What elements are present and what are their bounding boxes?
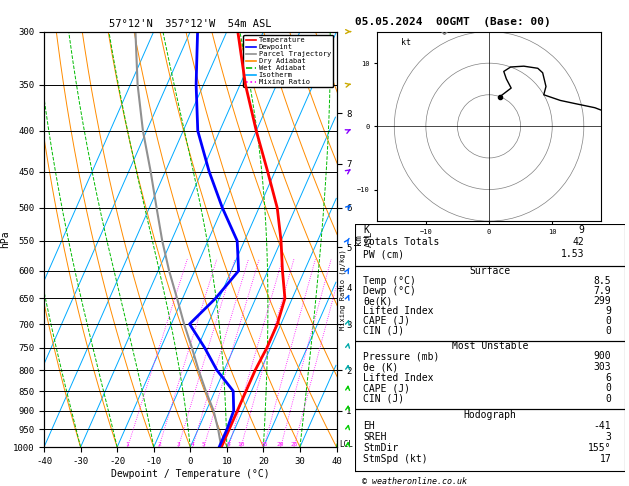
- Text: 5: 5: [202, 442, 206, 447]
- Text: StmDir: StmDir: [364, 443, 399, 453]
- Text: 8: 8: [227, 442, 231, 447]
- Text: CIN (J): CIN (J): [364, 394, 404, 404]
- Text: 2: 2: [157, 442, 161, 447]
- X-axis label: Dewpoint / Temperature (°C): Dewpoint / Temperature (°C): [111, 469, 270, 479]
- Text: StmSpd (kt): StmSpd (kt): [364, 454, 428, 465]
- Text: Lifted Index: Lifted Index: [364, 373, 434, 382]
- Text: 17: 17: [599, 454, 611, 465]
- Text: SREH: SREH: [364, 432, 387, 442]
- Title: 57°12'N  357°12'W  54m ASL: 57°12'N 357°12'W 54m ASL: [109, 19, 272, 30]
- Text: © weatheronline.co.uk: © weatheronline.co.uk: [362, 476, 467, 486]
- Text: 05.05.2024  00GMT  (Base: 00): 05.05.2024 00GMT (Base: 00): [355, 17, 551, 27]
- Text: θe (K): θe (K): [364, 362, 399, 372]
- Text: LCL: LCL: [340, 440, 353, 449]
- Text: 25: 25: [290, 442, 298, 447]
- Text: Pressure (mb): Pressure (mb): [364, 351, 440, 362]
- Text: 9: 9: [605, 306, 611, 316]
- Text: -41: -41: [594, 421, 611, 431]
- Text: 6: 6: [605, 373, 611, 382]
- Text: 0: 0: [605, 394, 611, 404]
- Text: 0: 0: [605, 383, 611, 393]
- Text: Totals Totals: Totals Totals: [364, 237, 440, 247]
- Text: CIN (J): CIN (J): [364, 326, 404, 336]
- Text: 155°: 155°: [587, 443, 611, 453]
- Text: 299: 299: [594, 296, 611, 306]
- Text: 1: 1: [126, 442, 130, 447]
- Text: 15: 15: [260, 442, 267, 447]
- Text: 4: 4: [191, 442, 194, 447]
- Text: 7.9: 7.9: [594, 286, 611, 296]
- Text: EH: EH: [364, 421, 376, 431]
- Text: 3: 3: [176, 442, 180, 447]
- Text: 900: 900: [594, 351, 611, 362]
- Y-axis label: km
ASL: km ASL: [354, 231, 374, 247]
- Text: K: K: [364, 225, 369, 235]
- Text: Hodograph: Hodograph: [464, 410, 516, 420]
- Text: Lifted Index: Lifted Index: [364, 306, 434, 316]
- Text: 0: 0: [605, 326, 611, 336]
- Text: Surface: Surface: [469, 266, 511, 277]
- Text: CAPE (J): CAPE (J): [364, 383, 411, 393]
- Y-axis label: hPa: hPa: [0, 230, 10, 248]
- Text: 20: 20: [277, 442, 284, 447]
- Text: 42: 42: [572, 237, 584, 247]
- Text: kt: kt: [401, 38, 411, 47]
- Text: 10: 10: [237, 442, 245, 447]
- Text: Mixing Ratio (g/kg): Mixing Ratio (g/kg): [340, 249, 346, 330]
- Text: 1.53: 1.53: [560, 249, 584, 259]
- Text: PW (cm): PW (cm): [364, 249, 404, 259]
- Legend: Temperature, Dewpoint, Parcel Trajectory, Dry Adiabat, Wet Adiabat, Isotherm, Mi: Temperature, Dewpoint, Parcel Trajectory…: [243, 35, 333, 87]
- Text: CAPE (J): CAPE (J): [364, 316, 411, 326]
- Text: Temp (°C): Temp (°C): [364, 276, 416, 286]
- Text: 303: 303: [594, 362, 611, 372]
- Text: 9: 9: [578, 225, 584, 235]
- Text: 0: 0: [605, 316, 611, 326]
- Text: 3: 3: [605, 432, 611, 442]
- Text: Dewp (°C): Dewp (°C): [364, 286, 416, 296]
- Text: θe(K): θe(K): [364, 296, 393, 306]
- Text: 8.5: 8.5: [594, 276, 611, 286]
- Text: Most Unstable: Most Unstable: [452, 341, 528, 351]
